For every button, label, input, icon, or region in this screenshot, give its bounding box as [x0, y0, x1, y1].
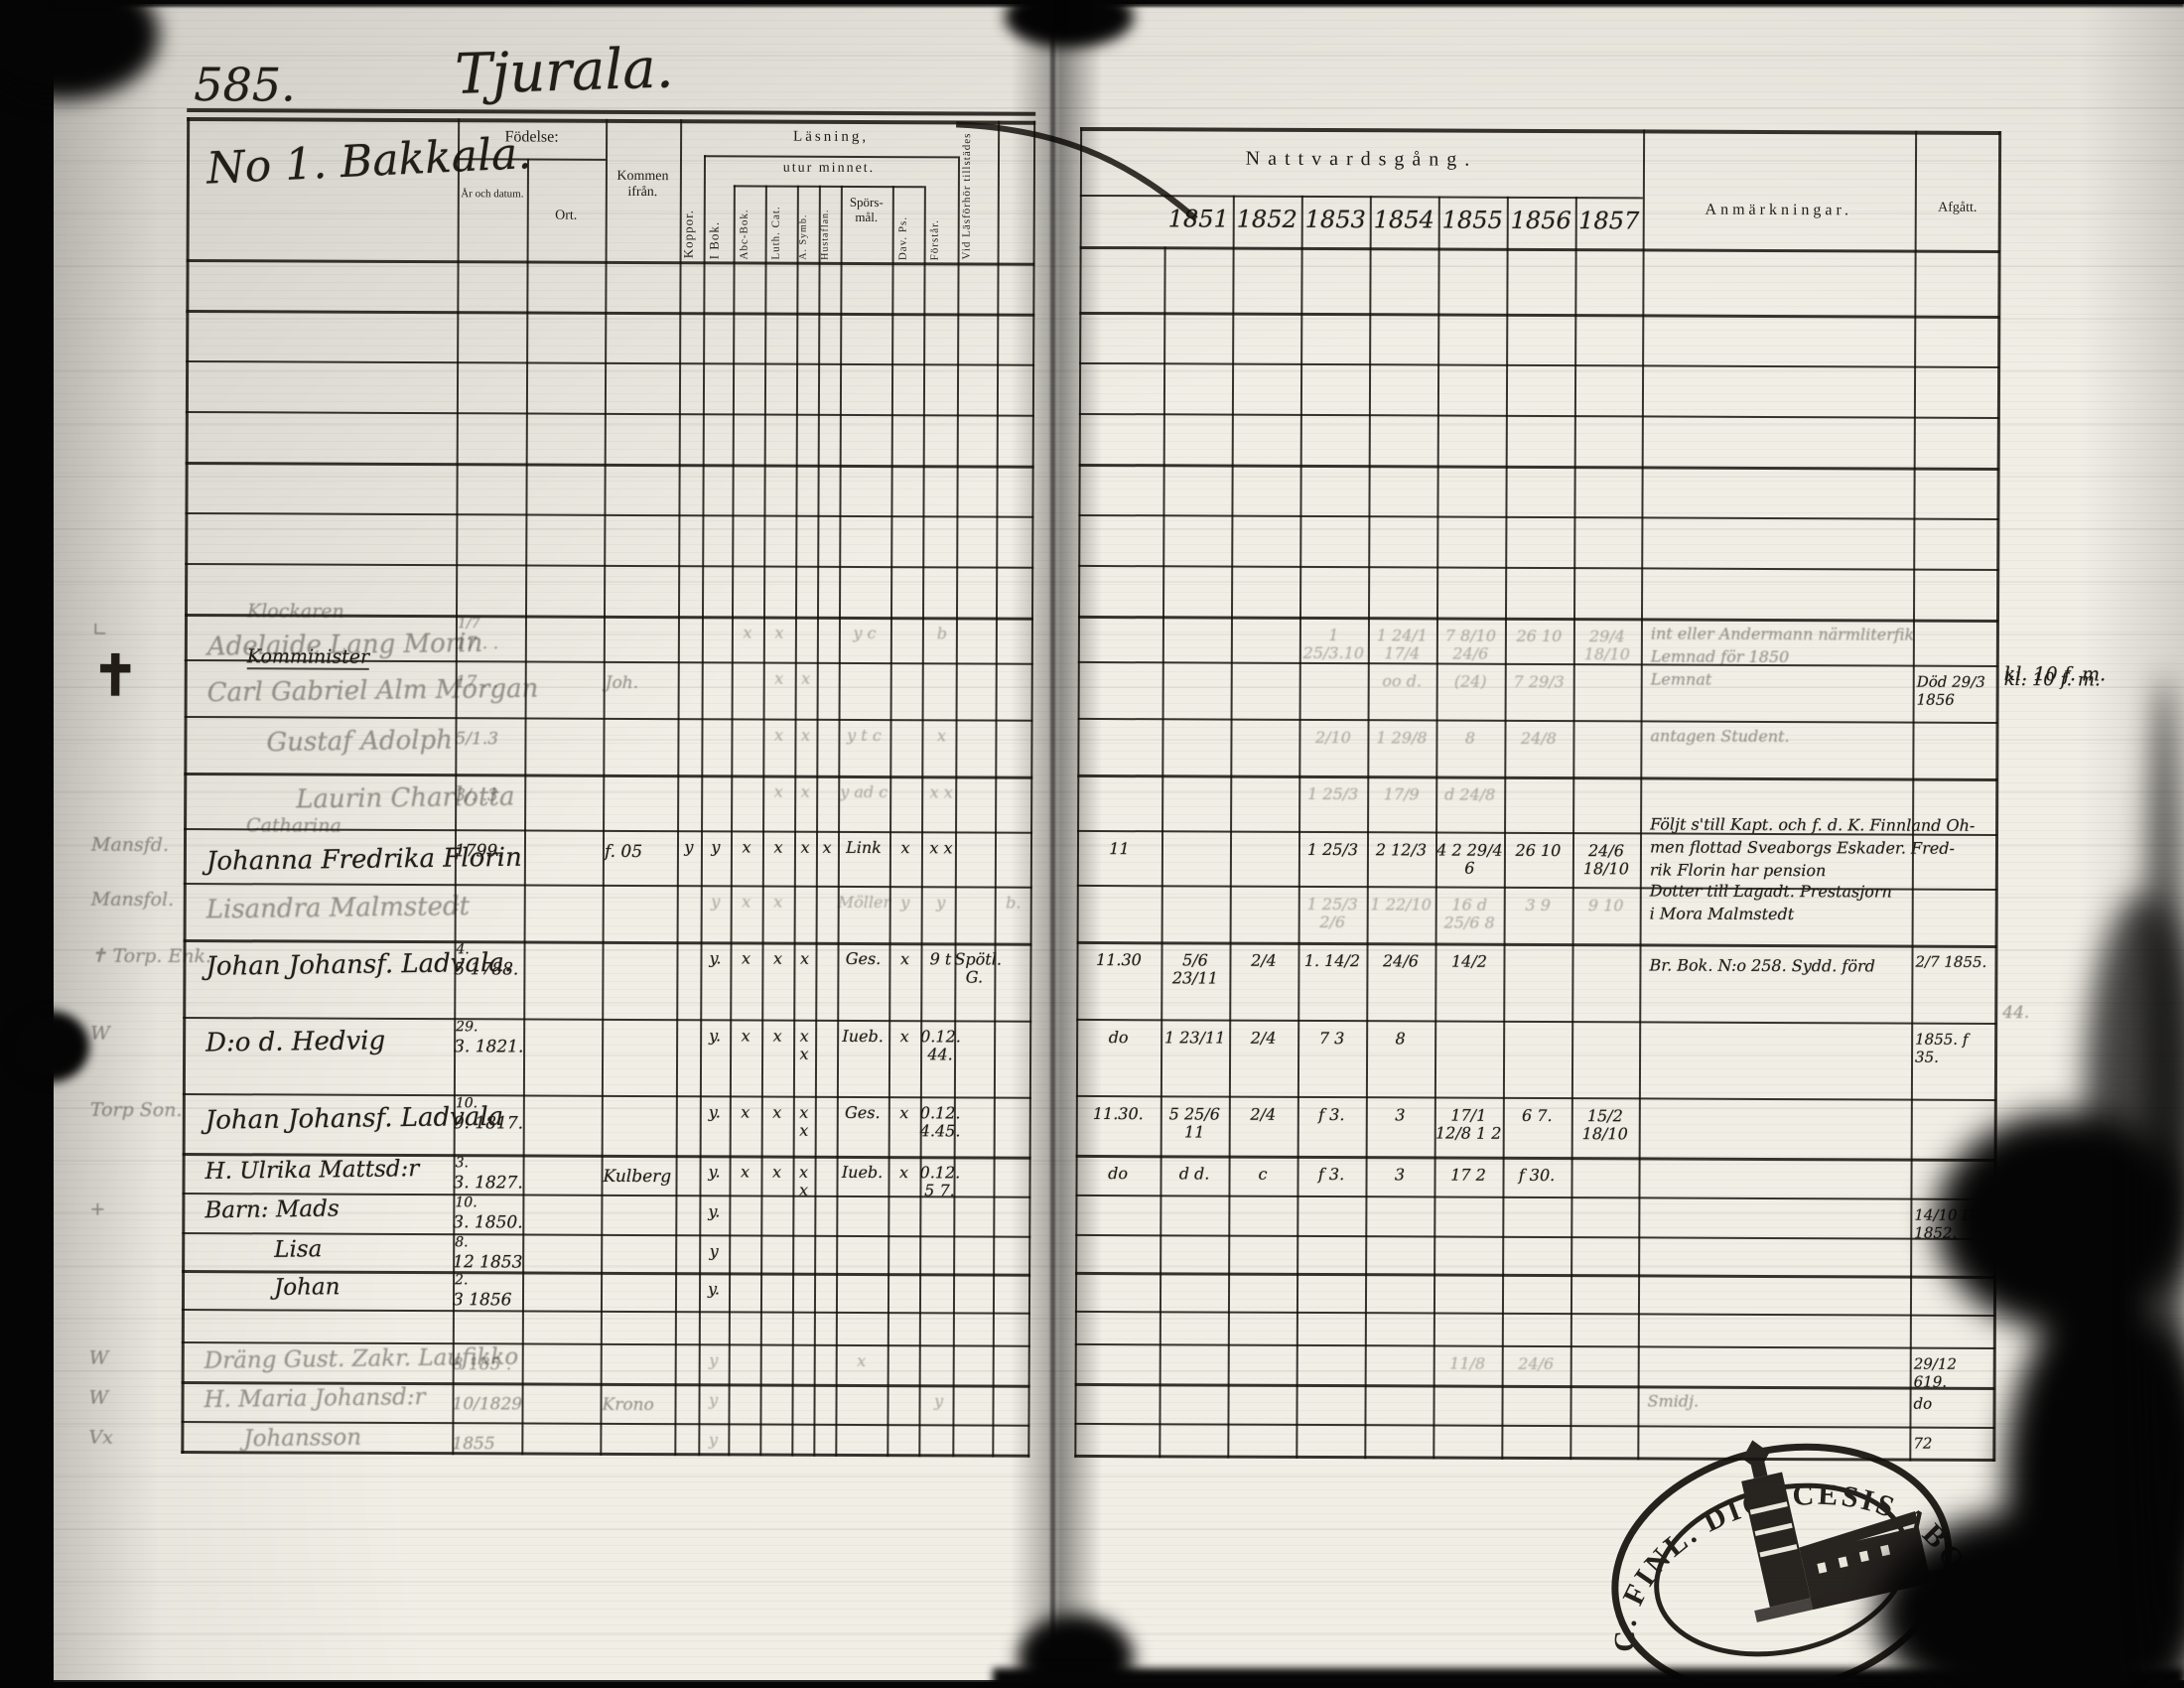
edge-darkening-right — [2142, 675, 2184, 1688]
scan-edge-left — [0, 0, 54, 1688]
paper-background — [54, 4, 2184, 1682]
header-corner-curve — [956, 121, 1198, 221]
binding-line — [1050, 0, 1055, 1688]
scan-edge-bottom-right — [993, 1668, 2184, 1688]
binding-top-blob — [1005, 0, 1134, 48]
binding-shadow — [1011, 0, 1102, 1688]
ink-blob-left — [10, 1011, 89, 1082]
